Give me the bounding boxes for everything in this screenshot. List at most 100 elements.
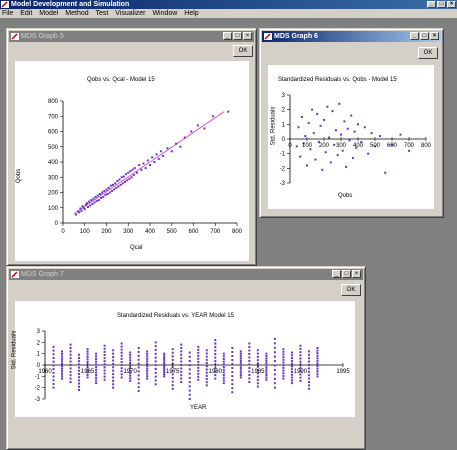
data-point [231, 371, 234, 374]
data-point [78, 385, 81, 388]
y-axis-label: Std. Residuals [11, 330, 18, 370]
data-point [346, 127, 349, 130]
maximize-button[interactable]: □ [342, 270, 351, 278]
data-point [265, 359, 268, 362]
data-point [131, 168, 134, 171]
data-point [180, 370, 183, 373]
data-point [120, 364, 123, 367]
minimize-button[interactable]: _ [223, 32, 232, 40]
ok-button[interactable]: OK [418, 47, 438, 59]
data-point [326, 105, 329, 108]
data-point [370, 132, 373, 135]
app-maximize-button[interactable]: □ [437, 1, 446, 8]
data-point [180, 350, 183, 353]
data-point [256, 375, 259, 378]
data-point [316, 352, 319, 355]
data-point [61, 355, 64, 358]
maximize-button[interactable]: □ [233, 32, 242, 40]
close-button[interactable]: × [243, 32, 252, 40]
data-point [180, 374, 183, 377]
data-point [273, 351, 276, 354]
data-point [231, 387, 234, 390]
data-point [69, 357, 72, 360]
data-point [61, 362, 64, 365]
graph-window-5[interactable]: MDS Graph 5 _ □ × OK Qobs vs. Qcal - Mod… [6, 28, 257, 266]
data-point [52, 368, 55, 371]
data-point [282, 348, 285, 351]
data-point [205, 355, 208, 358]
menu-edit[interactable]: Edit [20, 10, 33, 17]
data-point [95, 371, 98, 374]
data-point [106, 193, 109, 196]
graph-window-6[interactable]: MDS Graph 6 _ □ × OK Standardized Residu… [259, 28, 444, 218]
data-point [103, 350, 106, 353]
menu-file[interactable]: File [2, 10, 14, 17]
window-controls: _ □ × [223, 32, 252, 40]
data-point [188, 393, 191, 396]
data-point [317, 140, 320, 143]
data-point [154, 345, 157, 348]
menu-help[interactable]: Help [184, 10, 199, 17]
x-tick-label: 400 [145, 229, 156, 235]
y-tick-label: -2 [280, 166, 286, 172]
chart-title: Standardized Residuals vs. Qobs - Model … [278, 77, 397, 83]
maximize-button[interactable]: □ [420, 32, 429, 40]
data-point [231, 351, 234, 354]
ok-button[interactable]: OK [341, 284, 361, 296]
graph-window-7[interactable]: MDS Graph 7 _ □ × OK Standardized Residu… [6, 266, 366, 450]
close-button[interactable]: × [352, 270, 361, 278]
ok-button[interactable]: OK [233, 45, 253, 57]
data-point [95, 363, 98, 366]
y-tick-label: 400 [48, 160, 59, 166]
app-logo-icon [1, 1, 9, 8]
graph-window-7-titlebar[interactable]: MDS Graph 7 _ □ × [9, 269, 363, 280]
data-point [103, 357, 106, 360]
data-point [98, 193, 101, 196]
data-point [282, 366, 285, 369]
menu-window[interactable]: Window [152, 10, 178, 17]
data-point [273, 377, 276, 380]
data-point [137, 370, 140, 373]
app-close-button[interactable]: × [447, 1, 456, 8]
graph-window-5-titlebar[interactable]: MDS Graph 5 _ □ × [9, 31, 254, 42]
data-point [151, 156, 154, 159]
menu-visualizer[interactable]: Visualizer [115, 10, 146, 17]
data-point [52, 360, 55, 363]
data-point [399, 133, 402, 136]
data-point [214, 367, 217, 370]
close-button[interactable]: × [430, 32, 439, 40]
data-point [129, 366, 132, 369]
data-point [86, 348, 89, 351]
data-point [329, 161, 332, 164]
data-point [180, 367, 183, 370]
data-point [118, 178, 121, 181]
menu-test[interactable]: Test [95, 10, 109, 17]
data-point [212, 115, 215, 118]
data-point [163, 352, 166, 355]
data-point [300, 116, 303, 118]
menu-method[interactable]: Method [65, 10, 89, 17]
data-point [171, 358, 174, 361]
data-point [222, 366, 225, 369]
data-point [205, 368, 208, 371]
data-point [351, 157, 354, 160]
data-point [312, 132, 315, 135]
data-point [299, 351, 302, 354]
graph-window-6-titlebar[interactable]: MDS Graph 6 _ □ × [262, 31, 441, 42]
data-point [154, 368, 157, 371]
data-point [248, 342, 251, 345]
data-point [153, 161, 156, 163]
minimize-button[interactable]: _ [410, 32, 419, 40]
y-tick-label: 0 [55, 221, 59, 227]
data-point [214, 342, 217, 345]
data-point [297, 126, 300, 129]
data-point [163, 373, 166, 376]
menu-model[interactable]: Model [39, 10, 59, 17]
data-point [231, 363, 234, 366]
minimize-button[interactable]: _ [332, 270, 341, 278]
app-minimize-button[interactable]: _ [427, 1, 436, 8]
data-point [120, 342, 123, 345]
x-tick-label: 400 [353, 143, 364, 149]
data-point [265, 369, 268, 372]
data-point [121, 182, 124, 185]
